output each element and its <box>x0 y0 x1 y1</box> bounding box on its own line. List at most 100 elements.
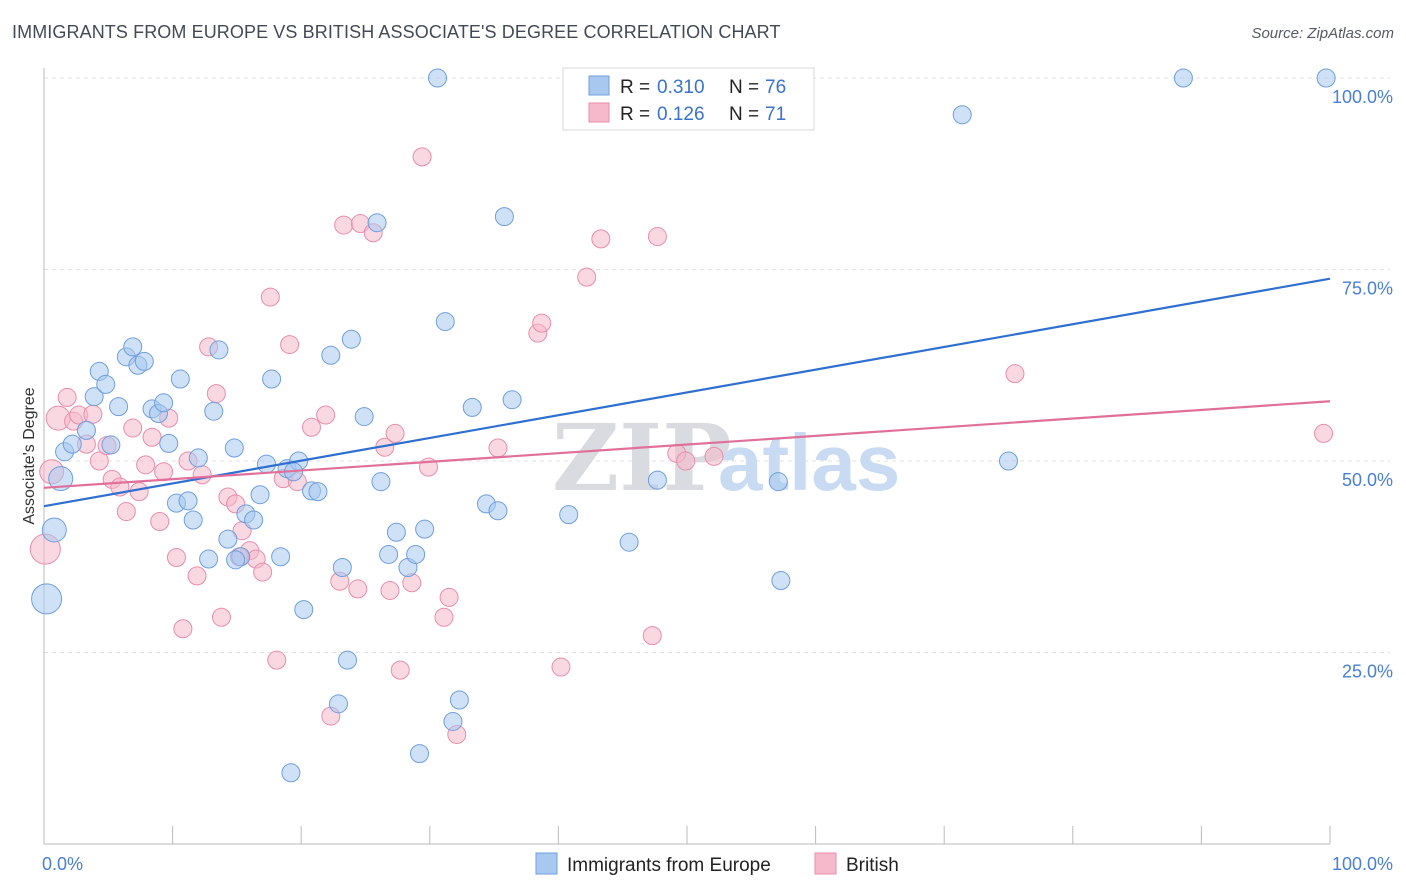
british-point-62 <box>591 229 611 249</box>
bottom-legend: Immigrants from Europe British <box>535 852 899 876</box>
europe-point-49 <box>371 472 391 492</box>
europe-point-66 <box>619 532 639 552</box>
europe-point-62 <box>488 501 508 521</box>
legend-label-europe: Immigrants from Europe <box>567 855 771 876</box>
british-point-39 <box>301 417 321 437</box>
stats-n-label-british: N = <box>729 104 759 125</box>
europe-point-12 <box>123 337 143 357</box>
legend-swatch-british <box>814 852 837 875</box>
british-point-14 <box>129 482 149 502</box>
europe-point-59 <box>449 690 469 710</box>
europe-point-41 <box>308 482 328 502</box>
british-point-35 <box>267 650 287 670</box>
british-point-21 <box>173 619 193 639</box>
british-point-44 <box>348 579 368 599</box>
british-point-26 <box>206 384 226 404</box>
europe-trend-line <box>43 277 1331 508</box>
british-point-49 <box>385 423 405 443</box>
europe-point-55 <box>410 744 430 764</box>
british-point-13 <box>123 418 143 438</box>
europe-point-65 <box>559 505 579 525</box>
europe-point-64 <box>502 390 522 410</box>
british-point-68 <box>1005 364 1025 384</box>
europe-point-37 <box>281 763 301 783</box>
british-point-48 <box>380 580 400 600</box>
europe-point-35 <box>271 547 291 567</box>
europe-point-25 <box>204 401 224 421</box>
europe-point-54 <box>415 519 435 539</box>
europe-point-10 <box>109 397 129 417</box>
europe-point-67 <box>647 470 667 490</box>
europe-point-68 <box>768 472 788 492</box>
europe-point-17 <box>154 393 174 413</box>
europe-point-28 <box>224 438 244 458</box>
europe-point-18 <box>159 433 179 453</box>
grid <box>44 77 1390 653</box>
british-point-27 <box>211 607 231 627</box>
british-point-40 <box>316 405 336 425</box>
stats-r-label-europe: R = <box>620 77 650 98</box>
europe-point-2 <box>48 466 74 492</box>
europe-point-31 <box>244 510 264 530</box>
europe-point-24 <box>199 549 219 569</box>
stats-r-label-british: R = <box>620 104 650 125</box>
stats-swatch-europe <box>588 75 610 96</box>
legend-label-british: British <box>846 855 899 876</box>
british-point-23 <box>187 566 207 586</box>
british-trend-line <box>43 400 1331 489</box>
stats-n-value-europe: 76 <box>765 77 786 98</box>
british-point-54 <box>434 607 454 627</box>
europe-point-6 <box>84 387 104 407</box>
y-tick-label-1: 50.0% <box>1342 470 1393 490</box>
europe-point-58 <box>443 711 463 731</box>
europe-point-51 <box>386 522 406 542</box>
british-point-37 <box>280 335 300 355</box>
stats-n-label-europe: N = <box>729 77 759 98</box>
europe-point-42 <box>321 345 341 365</box>
axes <box>43 68 1331 845</box>
y-tick-label-2: 75.0% <box>1342 279 1393 299</box>
british-point-60 <box>551 657 571 677</box>
british-point-55 <box>439 587 459 607</box>
europe-point-69 <box>771 570 791 590</box>
x-tick-label-min: 0.0% <box>42 854 83 874</box>
british-point-64 <box>647 227 667 247</box>
europe-point-9 <box>101 435 121 455</box>
europe-point-1 <box>41 517 67 543</box>
europe-point-71 <box>999 451 1018 471</box>
watermark: ZIP atlas <box>552 404 900 512</box>
legend-swatch-europe <box>535 852 558 875</box>
british-point-69 <box>1314 423 1334 443</box>
europe-point-70 <box>952 105 972 125</box>
british-point-59 <box>532 313 552 333</box>
europe-point-5 <box>76 420 96 440</box>
british-point-67 <box>704 446 724 466</box>
british-point-12 <box>116 502 136 522</box>
watermark-zip: ZIP <box>552 404 731 512</box>
stats-legend: R = 0.310 N = 76 R = 0.126 N = 71 <box>562 67 815 131</box>
british-point-43 <box>334 215 354 235</box>
stats-r-value-europe: 0.310 <box>657 77 705 98</box>
europe-point-63 <box>494 207 514 227</box>
europe-point-20 <box>170 369 190 389</box>
x-tick-label-max: 100.0% <box>1332 854 1393 874</box>
chart-source: Source: ZipAtlas.com <box>1251 25 1394 42</box>
stats-swatch-british <box>588 102 610 123</box>
europe-point-72 <box>1173 68 1193 88</box>
british-point-24 <box>192 465 212 485</box>
europe-point-48 <box>367 213 387 233</box>
british-point-15 <box>136 455 156 475</box>
british-point-52 <box>412 147 432 167</box>
europe-point-44 <box>332 557 352 577</box>
british-point-57 <box>488 438 508 458</box>
british-point-7 <box>83 404 103 424</box>
europe-point-8 <box>96 374 116 394</box>
europe-point-26 <box>209 340 229 360</box>
europe-point-0 <box>31 583 63 615</box>
europe-point-46 <box>341 329 361 349</box>
europe-point-43 <box>328 694 348 714</box>
british-point-33 <box>253 562 273 582</box>
europe-point-57 <box>435 312 455 332</box>
europe-point-39 <box>294 600 314 620</box>
